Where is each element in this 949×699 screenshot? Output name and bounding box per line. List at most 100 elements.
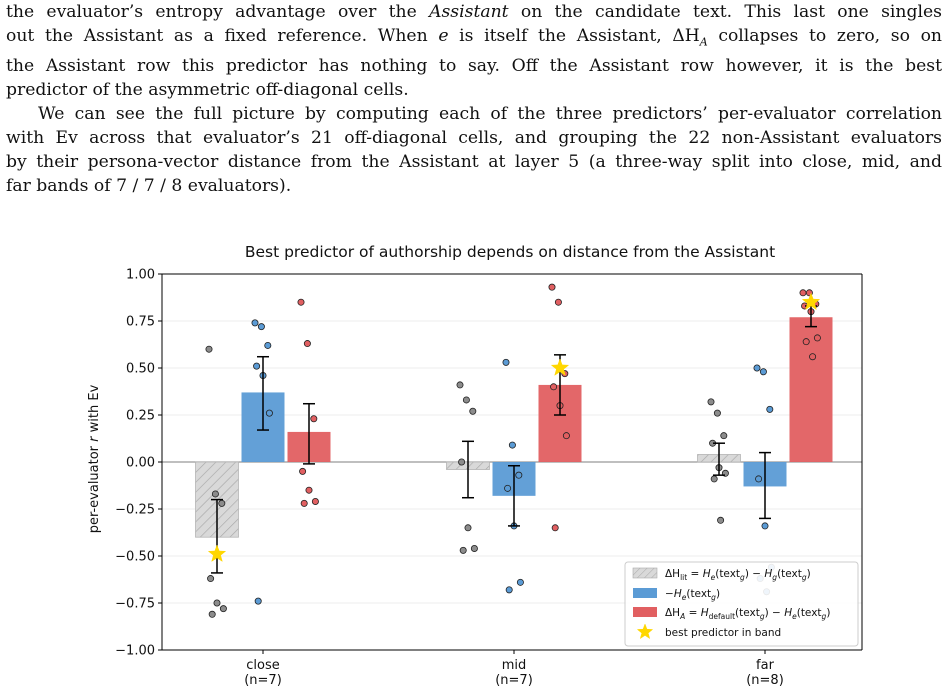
paragraph-1: the evaluator’s entropy advantage over t… bbox=[6, 0, 942, 102]
point-dha-far bbox=[802, 338, 810, 346]
point-lit-mid bbox=[464, 524, 472, 532]
point-neg_he-close bbox=[253, 362, 261, 370]
y-tick-label: 0.50 bbox=[126, 362, 155, 377]
point-lit-mid bbox=[459, 546, 467, 554]
point-dha-close bbox=[297, 298, 305, 306]
point-lit-far bbox=[707, 398, 715, 406]
paragraph-1-line-4: predictor of the asymmetric off-diagonal… bbox=[6, 80, 409, 101]
x-tick-label-close: close bbox=[246, 658, 279, 673]
point-dha-mid bbox=[551, 524, 559, 532]
point-lit-close bbox=[218, 499, 226, 507]
point-lit-mid bbox=[458, 458, 466, 466]
legend-label-dha: ΔHA = Hdefault(textg) − He(textg) bbox=[665, 607, 830, 621]
paragraph-2-line-3: by their persona-vector distance from th… bbox=[6, 152, 942, 173]
paragraph-1-line-2: out the Assistant as a fixed reference. … bbox=[6, 26, 942, 49]
point-dha-close bbox=[300, 499, 308, 507]
point-dha-far bbox=[813, 334, 821, 342]
point-neg_he-far bbox=[761, 522, 769, 530]
point-lit-far bbox=[717, 516, 725, 524]
x-tick-label-far: far bbox=[756, 658, 775, 673]
point-neg_he-mid bbox=[502, 358, 510, 366]
paragraph-2-line-2: with Ev across that evaluator’s 21 off-d… bbox=[6, 128, 942, 149]
point-lit-far bbox=[720, 432, 728, 440]
point-neg_he-mid bbox=[505, 586, 513, 594]
point-lit-close bbox=[207, 575, 215, 583]
point-neg_he-mid bbox=[515, 471, 523, 479]
point-dha-close bbox=[303, 340, 311, 348]
paragraph-2: We can see the full picture by computing… bbox=[6, 102, 942, 198]
axes: 1.00 0.75 0.50 0.25 0.00 −0.25 −0.50 −0.75 −1.00… bbox=[115, 268, 863, 688]
legend-box bbox=[624, 561, 859, 647]
point-lit-mid bbox=[462, 396, 470, 404]
legend-star-icon bbox=[636, 623, 654, 640]
best-predictor-star-close bbox=[207, 544, 227, 562]
point-lit-mid bbox=[469, 407, 477, 415]
x-tick-count-far: (n=8) bbox=[746, 673, 784, 688]
point-lit-close bbox=[219, 605, 227, 613]
point-dha-close bbox=[311, 497, 319, 505]
point-dha-close bbox=[310, 415, 318, 423]
y-tick-label: 0.00 bbox=[126, 456, 155, 471]
point-neg_he-close bbox=[264, 341, 272, 349]
point-dha-mid bbox=[554, 298, 562, 306]
point-dha-far bbox=[809, 353, 817, 361]
paragraph-2-line-1: We can see the full picture by computing… bbox=[38, 104, 942, 125]
point-lit-mid bbox=[470, 544, 478, 552]
point-neg_he-far bbox=[755, 475, 763, 483]
point-neg_he-far bbox=[753, 364, 761, 372]
legend-swatch-dha bbox=[633, 607, 657, 617]
legend-label-neg-he: −He(textg) bbox=[665, 588, 720, 602]
point-neg_he-mid bbox=[504, 484, 512, 492]
bars bbox=[195, 317, 833, 538]
paper-body-text: the evaluator’s entropy advantage over t… bbox=[6, 0, 942, 198]
bar-dha-far bbox=[789, 317, 833, 462]
point-lit-close bbox=[208, 610, 216, 618]
paragraph-1-line-1: the evaluator’s entropy advantage over t… bbox=[6, 2, 942, 22]
point-dha-close bbox=[299, 467, 307, 475]
legend-label-best: best predictor in band bbox=[665, 627, 781, 639]
point-lit-close bbox=[213, 599, 221, 607]
x-tick-count-close: (n=7) bbox=[244, 673, 282, 688]
point-lit-close bbox=[211, 490, 219, 498]
point-dha-far bbox=[799, 289, 807, 297]
data-points bbox=[205, 283, 821, 618]
paragraph-2-line-4: far bands of 7 / 7 / 8 evaluators). bbox=[6, 176, 292, 197]
point-neg_he-far bbox=[759, 368, 767, 376]
predictor-bar-chart: 1.00 0.75 0.50 0.25 0.00 −0.25 −0.50 −0.75 −1.00… bbox=[87, 243, 863, 688]
y-axis-label: per-evaluator r with Ev bbox=[87, 384, 102, 533]
point-lit-far bbox=[710, 475, 718, 483]
chart-title: Best predictor of authorship depends on … bbox=[245, 243, 775, 261]
point-neg_he-close bbox=[251, 319, 259, 327]
best-predictor-star-mid bbox=[550, 358, 570, 376]
y-tick-label: −0.25 bbox=[115, 503, 155, 518]
legend: ΔHlit = He(textg) − Hg(textg) −He(textg)… bbox=[624, 561, 859, 647]
y-tick-label: 0.75 bbox=[126, 315, 155, 330]
legend-swatch-lit bbox=[632, 567, 658, 579]
point-neg_he-mid bbox=[516, 578, 524, 586]
best-predictor-stars bbox=[207, 292, 821, 562]
paragraph-1-line-3: the Assistant row this predictor has not… bbox=[6, 56, 942, 77]
y-tick-label: −0.75 bbox=[115, 597, 155, 612]
point-lit-far bbox=[713, 409, 721, 417]
legend-label-lit: ΔHlit = He(textg) − Hg(textg) bbox=[665, 568, 811, 582]
point-dha-close bbox=[305, 486, 313, 494]
y-tick-label: 1.00 bbox=[126, 268, 155, 283]
y-tick-label: −1.00 bbox=[115, 644, 155, 659]
point-neg_he-mid bbox=[508, 441, 516, 449]
legend-swatch-neg-he bbox=[633, 588, 657, 598]
point-dha-mid bbox=[550, 383, 558, 391]
figure: 1.00 0.75 0.50 0.25 0.00 −0.25 −0.50 −0.75 −1.00… bbox=[0, 232, 949, 694]
y-tick-label: 0.25 bbox=[126, 409, 155, 424]
point-lit-mid bbox=[456, 381, 464, 389]
point-neg_he-far bbox=[766, 405, 774, 413]
x-tick-label-mid: mid bbox=[502, 658, 527, 673]
x-tick-count-mid: (n=7) bbox=[495, 673, 533, 688]
point-dha-mid bbox=[548, 283, 556, 291]
point-dha-mid bbox=[562, 432, 570, 440]
point-neg_he-close bbox=[254, 597, 262, 605]
point-neg_he-close bbox=[257, 323, 265, 331]
point-lit-close bbox=[205, 345, 213, 353]
best-predictor-star-far bbox=[801, 292, 821, 311]
y-tick-label: −0.50 bbox=[115, 550, 155, 565]
point-neg_he-close bbox=[265, 409, 273, 417]
